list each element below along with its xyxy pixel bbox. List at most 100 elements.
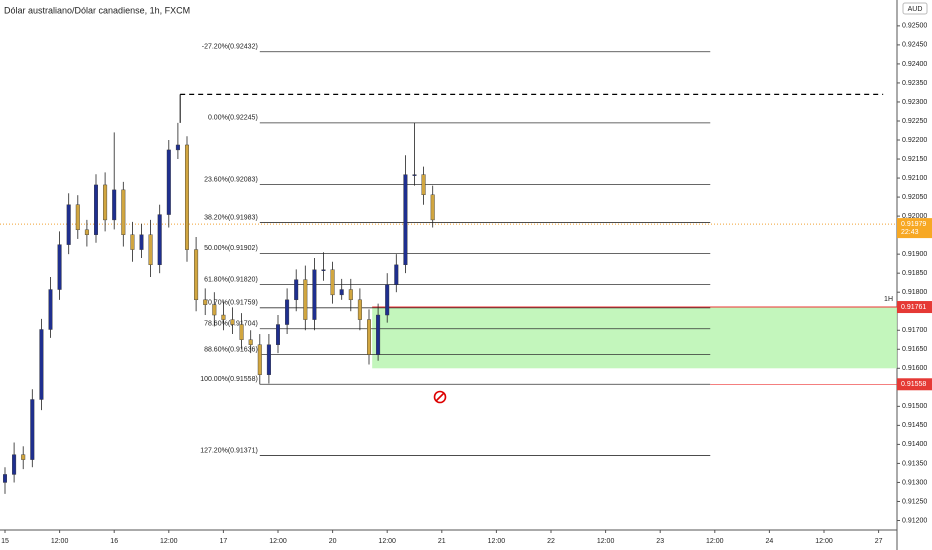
y-tick-label: 0.91600 [902,365,927,372]
candle-body [367,319,372,355]
candle-body [184,144,189,250]
y-tick-label: 0.91900 [902,251,927,258]
fib-label: 0.00%(0.92245) [208,115,258,122]
candle-body [130,234,135,250]
candle-body [3,474,7,483]
fib-label: 50.00%(0.91902) [204,245,258,252]
candle-body [166,149,171,215]
fib-label: 88.60%(0.91636) [204,346,258,353]
candle-body [93,184,98,235]
x-tick-label: 17 [220,538,228,545]
candle-body [139,234,144,250]
candle-body [148,234,153,266]
y-tick-label: 0.91400 [902,441,927,448]
candle-body [412,174,417,176]
y-tick-label: 0.91700 [902,327,927,334]
y-tick-label: 0.91650 [902,346,927,353]
y-tick-label: 0.91450 [902,422,927,429]
y-tick-label: 0.92450 [902,42,927,49]
fib-label: -27.20%(0.92432) [202,44,258,51]
y-tick-label: 0.91850 [902,270,927,277]
x-tick-label: 23 [656,538,664,545]
candle-body [103,184,108,221]
x-tick-label: 12:00 [269,538,287,545]
y-tick-label: 0.92150 [902,156,927,163]
candle-body [248,339,253,345]
candle-body [257,344,262,375]
price-marker-box [897,378,932,391]
candle-body [403,174,408,266]
y-tick-label: 0.91800 [902,289,927,296]
candle-body [221,314,226,320]
candle-body [30,399,35,460]
interval-label: 1H [884,296,893,303]
candle-body [266,344,271,375]
y-tick-label: 0.92050 [902,194,927,201]
candle-body [75,204,80,231]
candle-body [112,189,117,221]
x-tick-label: 21 [438,538,446,545]
candle-body [12,454,17,475]
y-tick-label: 0.92250 [902,118,927,125]
y-tick-label: 0.92350 [902,80,927,87]
candle-body [385,284,390,316]
x-tick-label: 12:00 [706,538,724,545]
candle-body [194,249,199,301]
candle-body [48,289,53,330]
fib-label: 38.20%(0.91983) [204,214,258,221]
y-tick-label: 0.92100 [902,175,927,182]
current-price-box [897,218,932,239]
x-tick-label: 27 [875,538,883,545]
y-tick-label: 0.91250 [902,498,927,505]
target-zone [372,307,897,369]
candle-body [285,299,290,325]
y-tick-label: 0.92300 [902,99,927,106]
x-tick-label: 12:00 [51,538,69,545]
candle-body [84,229,89,235]
fib-label: 61.80%(0.91820) [204,276,258,283]
candle-body [276,324,281,345]
candle-body [203,299,208,305]
candle-body [57,244,62,290]
y-tick-label: 0.92500 [902,23,927,30]
fib-label: 70.70%(0.91759) [204,300,258,307]
stop-icon [433,390,447,404]
fib-label: 127.20%(0.91371) [200,447,258,454]
x-tick-label: 20 [329,538,337,545]
stop-icon-slash [435,392,445,402]
price-marker-label: 0.91558 [901,381,926,388]
candle-body [175,144,180,151]
x-tick-label: 12:00 [597,538,615,545]
fib-label: 23.60%(0.92083) [204,176,258,183]
y-tick-label: 0.91200 [902,517,927,524]
candle-body [230,319,235,325]
candle-body [303,279,308,320]
candle-body [394,264,399,285]
price-marker-label: 0.91761 [901,304,926,311]
x-tick-label: 12:00 [378,538,396,545]
currency-box [902,2,928,15]
currency-label: AUD [908,6,923,13]
candle-body [294,279,299,301]
x-tick-label: 15 [1,538,9,545]
candle-body [421,174,426,196]
candle-body [376,314,381,355]
candle-body [321,269,326,271]
y-tick-label: 0.91500 [902,403,927,410]
x-tick-label: 16 [110,538,118,545]
y-tick-label: 0.92200 [902,137,927,144]
y-tick-label: 0.92000 [902,213,927,220]
candle-body [212,304,217,316]
candle-body [66,204,71,245]
candle-body [430,194,435,221]
candle-body [339,289,344,296]
x-tick-label: 24 [766,538,774,545]
y-tick-label: 0.92400 [902,61,927,68]
x-tick-label: 12:00 [488,538,506,545]
candle-body [121,189,126,235]
current-price-label: 0.91979 [901,221,926,228]
candle-body [348,289,353,301]
price-marker-box [897,301,932,314]
